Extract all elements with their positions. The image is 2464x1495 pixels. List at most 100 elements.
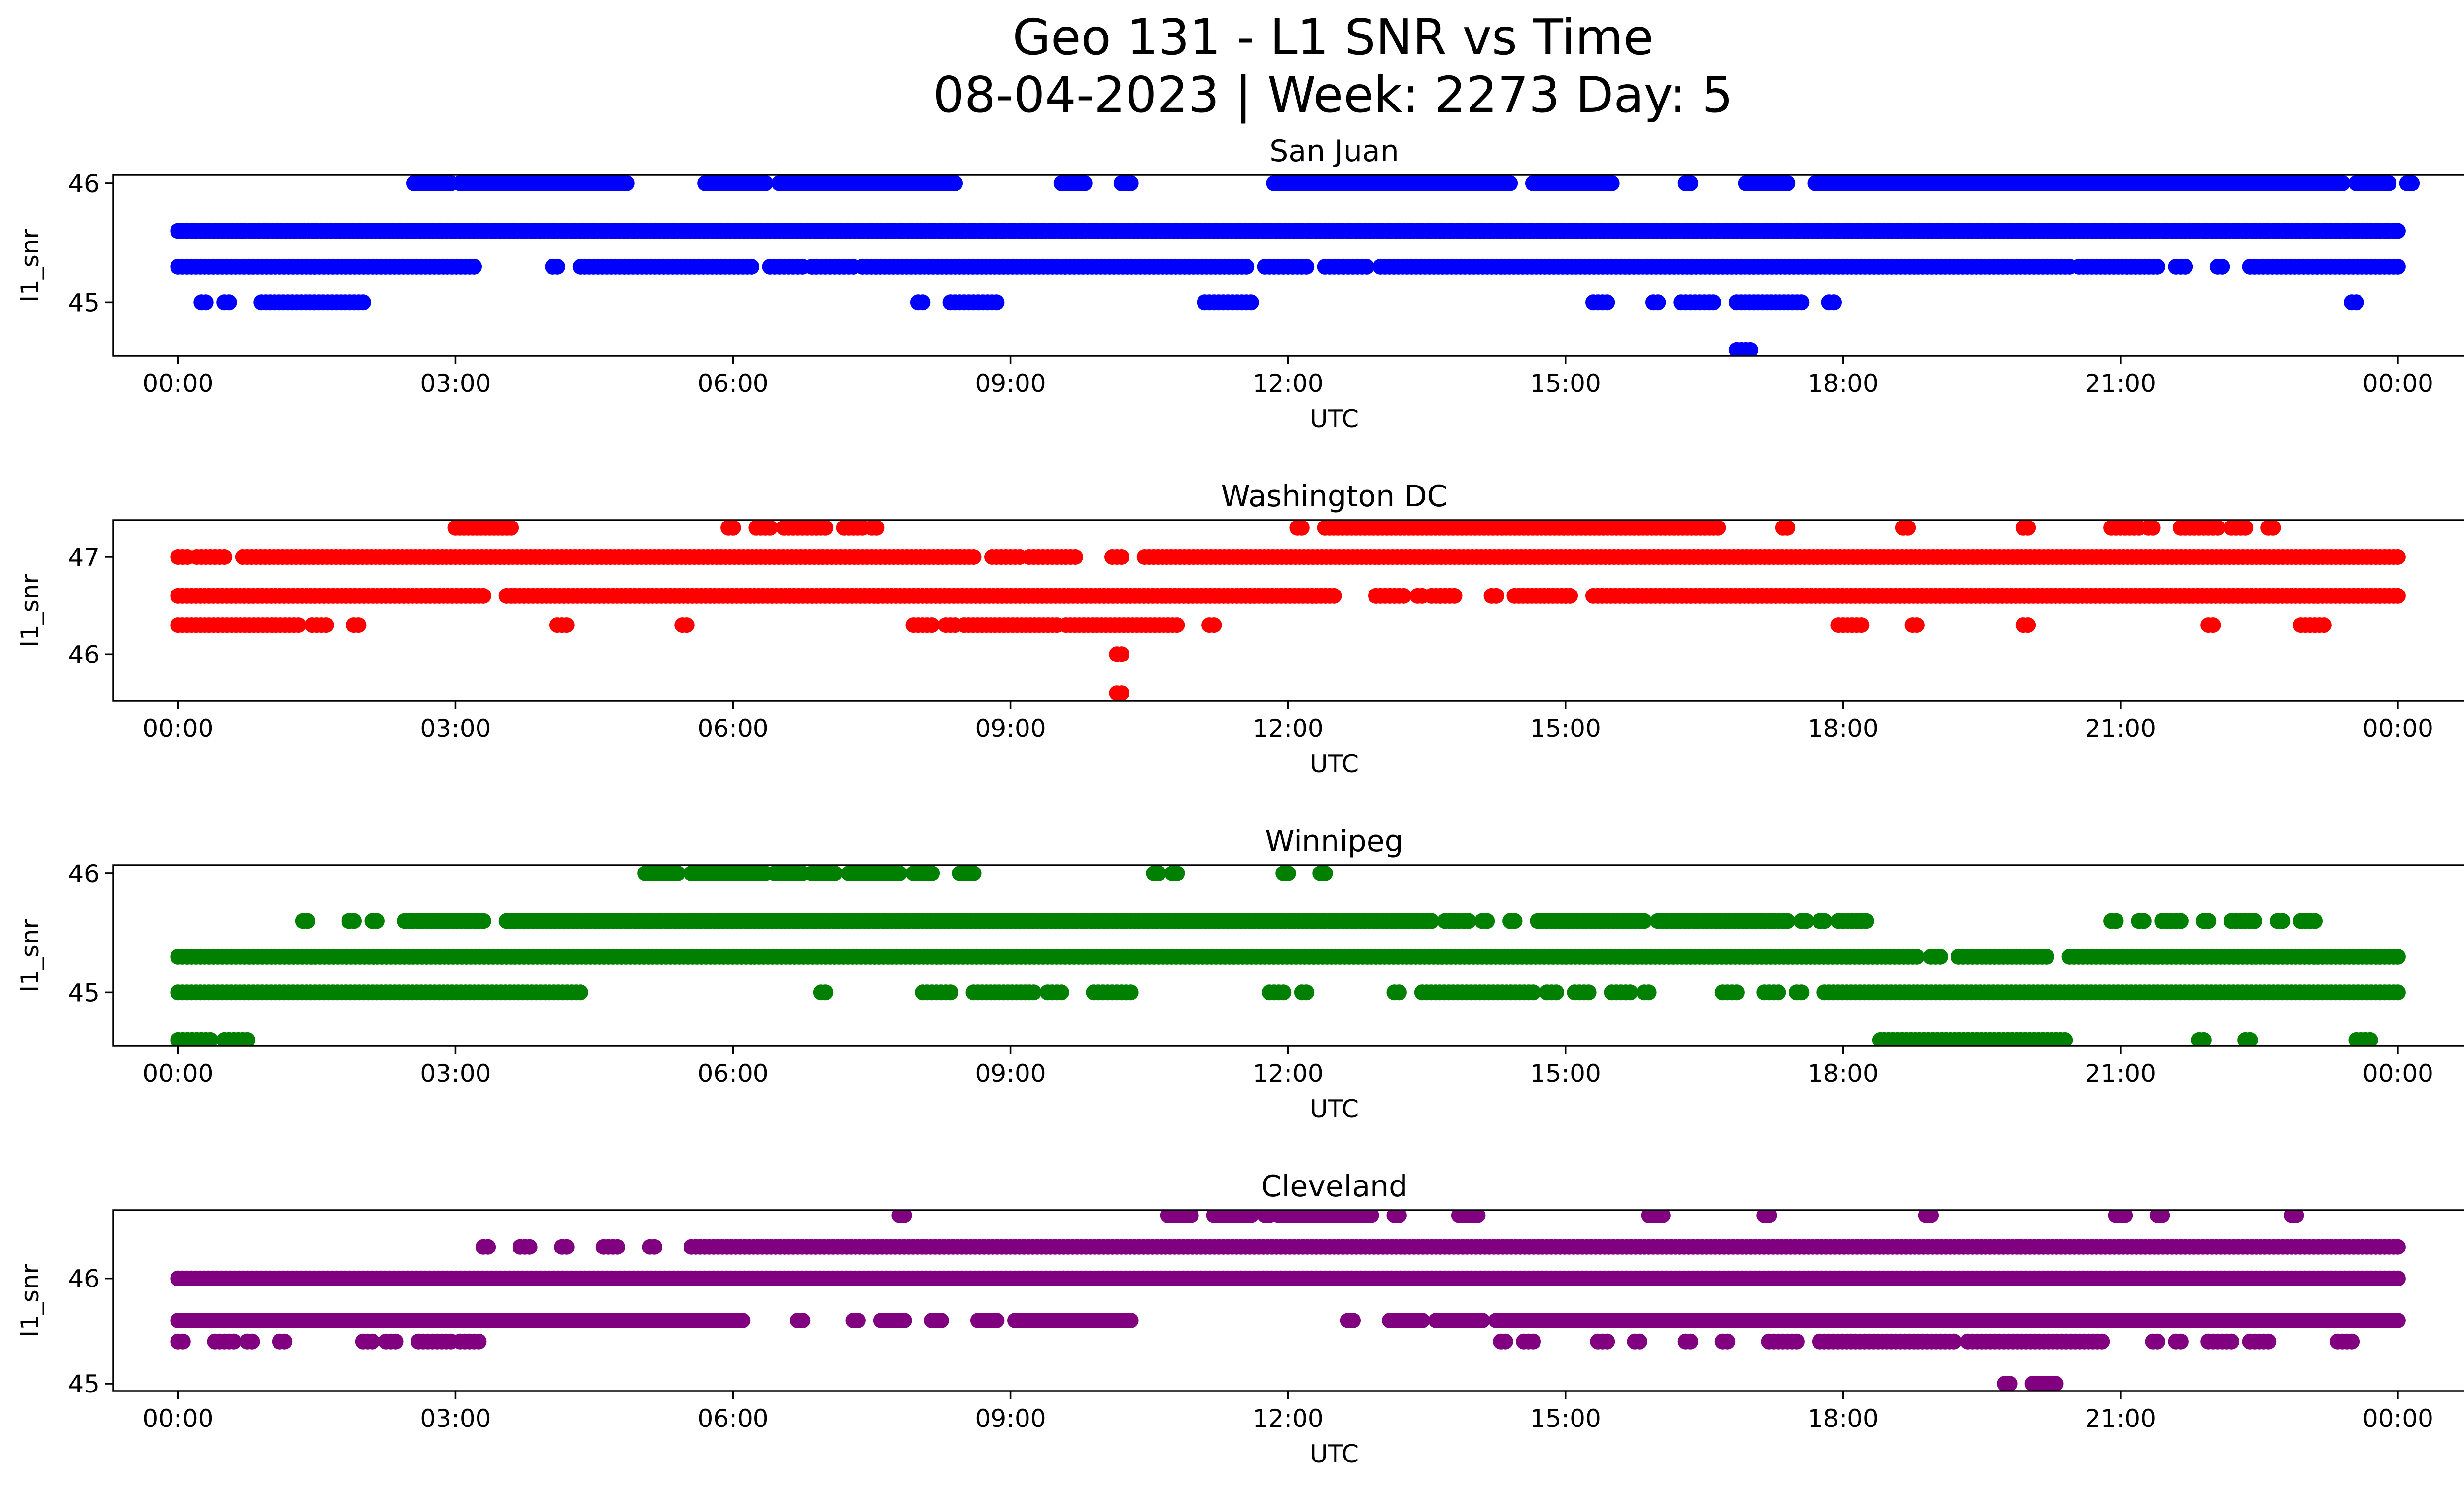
x-tick-label: 18:00: [1808, 714, 1879, 743]
data-point: [2390, 1239, 2406, 1255]
data-point: [647, 1239, 662, 1255]
x-tick-label: 21:00: [2085, 714, 2156, 743]
data-point: [1183, 1210, 1199, 1223]
data-point: [989, 294, 1005, 311]
data-point: [1123, 175, 1139, 191]
data-point: [1275, 984, 1292, 1001]
data-point: [1280, 865, 1296, 881]
data-point: [2381, 175, 2397, 191]
data-point: [1299, 258, 1315, 275]
data-point: [891, 865, 908, 881]
data-point: [2057, 1032, 2073, 1046]
data-point: [965, 865, 982, 881]
data-point: [2195, 1032, 2212, 1046]
data-point: [757, 175, 774, 191]
data-point: [1113, 646, 1129, 662]
data-point: [1470, 1210, 1486, 1223]
series-points: [170, 520, 2406, 701]
data-point: [2135, 913, 2152, 929]
data-point: [818, 984, 834, 1001]
data-point: [2214, 258, 2230, 275]
data-point: [896, 1210, 912, 1223]
series-points: [170, 865, 2406, 1046]
data-point: [618, 175, 635, 191]
data-point: [1243, 1210, 1259, 1223]
data-point: [1548, 984, 1564, 1001]
data-point: [2209, 520, 2225, 536]
data-point: [1743, 342, 1759, 356]
y-tick-label: 45: [68, 978, 100, 1007]
data-point: [2390, 1270, 2406, 1286]
data-point: [1391, 1210, 1407, 1223]
subplot-title: Washington DC: [1221, 479, 1448, 514]
subplot-title: San Juan: [1269, 134, 1399, 169]
x-tick-label: 09:00: [975, 369, 1046, 398]
data-point: [1798, 913, 1814, 929]
x-tick-label: 12:00: [1253, 369, 1324, 398]
figure-title-line1: Geo 131 - L1 SNR vs Time: [1013, 8, 1654, 66]
data-point: [1150, 865, 1166, 881]
x-tick-label: 00:00: [2362, 1059, 2433, 1088]
x-tick-label: 00:00: [142, 369, 213, 398]
data-point: [198, 294, 214, 311]
series-points: [170, 1210, 2406, 1391]
x-axis-label: UTC: [1310, 405, 1359, 433]
data-point: [369, 913, 385, 929]
data-point: [2172, 913, 2189, 929]
data-point: [318, 617, 334, 633]
data-point: [942, 984, 958, 1001]
data-point: [1238, 258, 1255, 275]
data-point: [2149, 258, 2165, 275]
x-axis-label: UTC: [1310, 750, 1359, 778]
data-point: [2200, 913, 2217, 929]
data-point: [480, 1239, 496, 1255]
data-point: [1923, 1210, 1939, 1223]
data-point: [1728, 984, 1745, 1001]
data-point: [2390, 549, 2406, 565]
data-point: [1423, 913, 1439, 929]
x-tick-label: 06:00: [697, 1059, 768, 1088]
data-point: [1706, 294, 1721, 311]
data-point: [2307, 913, 2323, 929]
data-point: [475, 588, 491, 604]
data-point: [1816, 913, 1833, 929]
data-point: [2390, 588, 2406, 604]
data-point: [1525, 984, 1541, 1001]
data-point: [1479, 913, 1495, 929]
x-tick-label: 15:00: [1530, 369, 1601, 398]
data-point: [1562, 588, 1578, 604]
data-point: [2242, 1032, 2258, 1046]
data-point: [2108, 913, 2124, 929]
y-tick-label: 47: [68, 543, 100, 572]
data-point: [2404, 175, 2420, 191]
data-point: [1826, 294, 1842, 311]
data-point: [350, 617, 367, 633]
plot-area-frame: [112, 519, 2464, 702]
data-point: [1299, 984, 1315, 1001]
data-point: [669, 865, 685, 881]
data-point: [1067, 549, 1083, 565]
plot-area-frame: [112, 864, 2464, 1047]
data-point: [2390, 223, 2406, 239]
figure-title-line2: 08-04-2023 | Week: 2273 Day: 5: [933, 66, 1733, 124]
y-tick-label: 46: [68, 860, 100, 888]
data-point: [475, 913, 491, 929]
data-point: [2237, 520, 2254, 536]
data-point: [915, 294, 931, 311]
data-point: [466, 258, 482, 275]
data-point: [1604, 175, 1620, 191]
data-point: [924, 617, 940, 633]
x-axis-label: UTC: [1310, 1095, 1359, 1123]
data-point: [1793, 294, 1810, 311]
y-tick-label: 46: [68, 170, 100, 198]
data-point: [2117, 1210, 2133, 1223]
data-point: [725, 520, 741, 536]
plot-area-frame: [112, 174, 2464, 357]
data-point: [1641, 984, 1657, 1001]
data-point: [947, 175, 963, 191]
data-point: [965, 549, 982, 565]
